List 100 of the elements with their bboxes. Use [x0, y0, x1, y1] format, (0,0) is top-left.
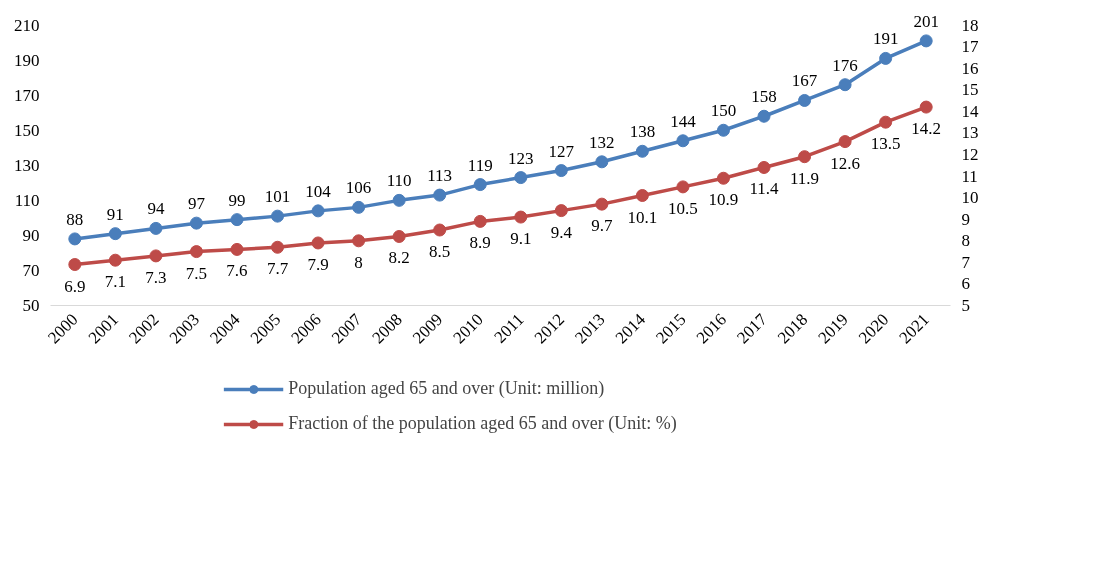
point: [635, 189, 649, 202]
data-label: 7.1: [104, 272, 126, 292]
point: [352, 200, 366, 214]
point: [919, 100, 933, 114]
y2-tick-label: 8: [961, 231, 970, 251]
y2-tick-label: 14: [961, 101, 979, 121]
point: [635, 144, 649, 158]
data-label: 7.7: [266, 259, 289, 279]
y2-tick-label: 17: [961, 37, 979, 57]
y-tick-label: 50: [22, 296, 40, 315]
data-label: 158: [751, 87, 777, 107]
data-label: 176: [832, 55, 858, 75]
data-label: 110: [386, 171, 412, 191]
y2-tick-label: 9: [961, 209, 970, 229]
point: [108, 253, 122, 267]
point: [230, 213, 244, 227]
point: [68, 232, 82, 246]
data-label: 127: [548, 141, 575, 161]
y2-tick-label: 10: [961, 188, 979, 208]
point: [473, 214, 487, 228]
point: [757, 109, 771, 123]
data-label: 13.5: [870, 134, 901, 154]
data-label: 91: [106, 204, 124, 224]
y-tick-label: 210: [14, 15, 40, 35]
point: [149, 249, 163, 263]
y2-tick-label: 6: [961, 274, 970, 294]
point: [230, 242, 244, 256]
y-tick-label: 110: [14, 190, 40, 210]
point: [473, 178, 487, 192]
point: [716, 171, 730, 185]
point: [392, 230, 406, 243]
point: [716, 123, 730, 137]
point: [271, 209, 285, 223]
point: [514, 171, 528, 185]
point: [149, 221, 163, 235]
data-label: 7.3: [145, 267, 167, 287]
y2-tick-label: 18: [961, 15, 979, 35]
point: [879, 51, 893, 65]
point: [311, 204, 325, 218]
point: [879, 115, 893, 129]
data-label: 138: [629, 122, 656, 142]
point: [595, 155, 609, 169]
data-label: 11.9: [789, 168, 820, 188]
point: [919, 34, 933, 48]
data-label: 8: [354, 252, 363, 272]
data-label: 8.5: [429, 242, 451, 262]
point: [676, 134, 690, 148]
data-label: 12.6: [830, 153, 860, 173]
point: [68, 258, 82, 272]
data-label: 106: [345, 178, 372, 198]
data-label: 113: [427, 166, 453, 186]
point: [838, 78, 852, 92]
point: [189, 216, 203, 230]
data-label: 201: [913, 11, 939, 31]
data-label: 94: [147, 199, 165, 219]
data-label: 11.4: [749, 179, 780, 199]
point: [798, 93, 812, 107]
data-label: 123: [508, 148, 534, 168]
data-label: 7.6: [226, 261, 248, 281]
point: [352, 234, 366, 248]
point: [514, 210, 528, 224]
y-tick-label: 130: [14, 155, 40, 175]
point: [189, 245, 203, 259]
point: [108, 227, 122, 241]
point: [433, 188, 447, 202]
y2-tick-label: 12: [961, 145, 979, 165]
data-label: 9.7: [591, 216, 613, 236]
y2-tick-label: 13: [961, 123, 979, 143]
y2-tick-label: 11: [961, 166, 978, 186]
data-label: 97: [187, 194, 206, 214]
data-label: 7.9: [307, 254, 329, 274]
data-label: 10.5: [668, 198, 698, 218]
point: [676, 180, 690, 194]
point: [595, 197, 609, 211]
y-tick-label: 70: [22, 260, 40, 280]
data-label: 144: [670, 111, 697, 131]
data-label: 10.1: [627, 207, 658, 227]
y-tick-label: 170: [14, 85, 40, 105]
data-label: 8.9: [469, 233, 491, 253]
data-label: 104: [305, 181, 332, 201]
point: [838, 135, 852, 149]
y-tick-label: 150: [14, 120, 40, 140]
data-label: 191: [872, 29, 899, 49]
point: [311, 236, 325, 250]
data-label: 8.2: [388, 248, 410, 268]
data-label: 88: [66, 209, 84, 229]
data-label: 99: [228, 190, 246, 210]
data-label: 10.9: [708, 190, 739, 210]
data-label: 167: [791, 71, 818, 91]
legend-label: Population aged 65 and over (Unit: million): [288, 378, 605, 399]
y2-tick-label: 15: [961, 80, 979, 100]
data-label: 14.2: [911, 119, 942, 139]
point: [798, 150, 812, 164]
y2-tick-label: 5: [961, 296, 970, 315]
data-label: 9.4: [550, 222, 573, 242]
legend-label: Fraction of the population aged 65 and over (Unit: %): [288, 413, 677, 434]
y-tick-label: 90: [22, 225, 40, 245]
data-label: 132: [589, 132, 615, 152]
data-label: 6.9: [64, 276, 86, 296]
y2-tick-label: 16: [961, 58, 979, 78]
